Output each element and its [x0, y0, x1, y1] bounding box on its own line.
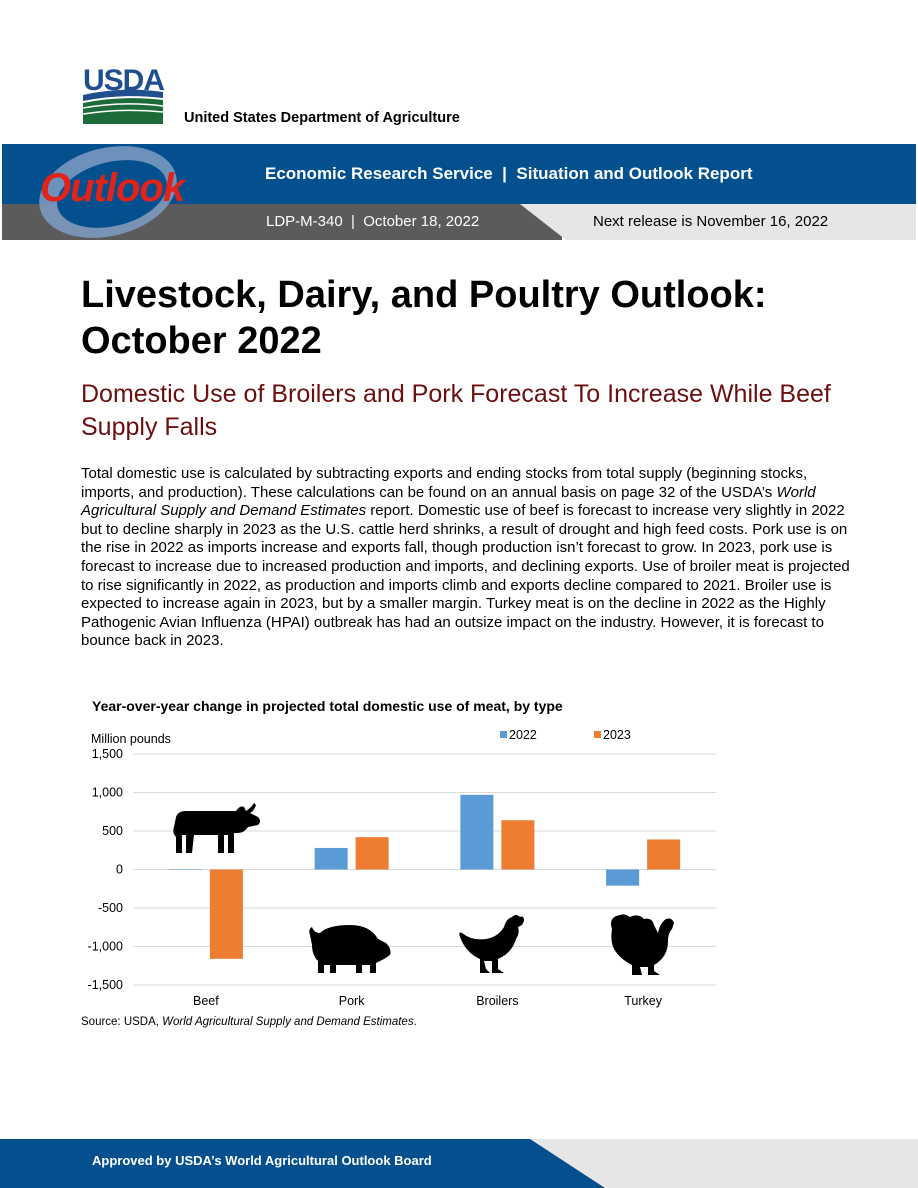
page-title: Livestock, Dairy, and Poultry Outlook: O…	[81, 274, 767, 362]
bar-beef-2022	[168, 869, 202, 870]
page-subtitle: Domestic Use of Broilers and Pork Foreca…	[81, 380, 831, 441]
bar-broilers-2023	[501, 820, 535, 870]
x-tick-label: Beef	[193, 994, 219, 1008]
legend-swatch	[500, 731, 507, 738]
legend-label: 2023	[603, 728, 631, 742]
cow-icon	[173, 803, 260, 853]
banner-title: Economic Research Service | Situation an…	[265, 164, 753, 183]
y-tick-label: -1,000	[88, 940, 123, 954]
report-meta: LDP-M-340 | October 18, 2022	[266, 213, 480, 230]
y-tick-label: -1,500	[88, 978, 123, 992]
y-tick-label: -500	[98, 901, 123, 915]
y-tick-label: 0	[116, 863, 123, 877]
department-name: United States Department of Agriculture	[184, 110, 460, 126]
y-tick-labels: 1,500 1,000 500 0 -500 -1,000 -1,500	[88, 747, 124, 992]
next-release: Next release is November 16, 2022	[593, 213, 829, 230]
outlook-logo-graphic	[39, 146, 177, 238]
legend: 2022 2023	[500, 728, 631, 742]
pig-icon	[309, 925, 391, 973]
x-tick-label: Turkey	[624, 994, 662, 1008]
y-tick-label: 500	[102, 824, 123, 838]
y-tick-label: 1,500	[92, 747, 123, 761]
body-text-2: report. Domestic use of beef is forecast…	[81, 502, 850, 650]
bar-beef-2023	[209, 869, 243, 959]
footer-band	[0, 1139, 605, 1188]
bar-turkey-2022	[606, 869, 640, 886]
legend-label: 2022	[509, 728, 537, 742]
meat-icons	[173, 803, 674, 975]
footer-approval: Approved by USDA’s World Agricultural Ou…	[92, 1153, 432, 1168]
chart-title: Year-over-year change in projected total…	[92, 698, 563, 714]
bar-broilers-2022	[460, 794, 494, 870]
usda-logo-graphic	[83, 89, 163, 124]
source-prefix: Source: USDA,	[81, 1016, 163, 1028]
body-paragraph: Total domestic use is calculated by subt…	[81, 465, 851, 651]
bar-pork-2022	[314, 847, 348, 870]
usda-logo: USDA	[83, 66, 165, 124]
x-tick-labels: Beef Pork Broilers Turkey	[193, 994, 663, 1008]
bar-chart: Million pounds 1,500 1,000 500 0 -500 -1,000 -…	[88, 728, 716, 1008]
bar-pork-2023	[355, 837, 389, 870]
chart-source: Source: USDA, World Agricultural Supply …	[81, 1016, 417, 1028]
banner-release-strip	[520, 204, 916, 240]
source-suffix: .	[413, 1016, 417, 1028]
x-tick-label: Broilers	[476, 994, 518, 1008]
chicken-icon	[459, 915, 524, 973]
bar-turkey-2023	[647, 839, 681, 870]
x-tick-label: Pork	[339, 994, 365, 1008]
legend-swatch	[594, 731, 601, 738]
body-text-1: Total domestic use is calculated by subt…	[81, 465, 808, 501]
body-text-report-name: World Agricultural Supply and Demand Est…	[81, 483, 816, 520]
y-axis-label: Million pounds	[91, 732, 171, 746]
outlook-logo-text: Outlook	[40, 166, 185, 210]
bars	[168, 794, 681, 959]
source-title: World Agricultural Supply and Demand Est…	[162, 1016, 414, 1028]
outlook-logo: Outlook	[20, 140, 190, 244]
turkey-icon	[611, 914, 674, 975]
y-tick-label: 1,000	[92, 786, 123, 800]
